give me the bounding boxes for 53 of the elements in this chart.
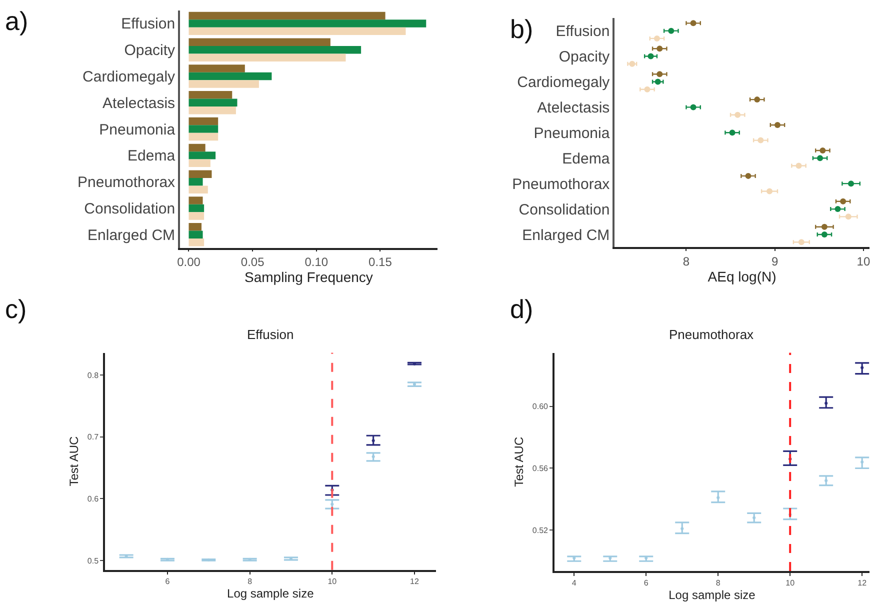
- text: b): [510, 14, 534, 44]
- y-tick-label: Enlarged CM: [88, 226, 176, 244]
- y-tick-label: Effusion: [556, 23, 610, 40]
- y-tick-label: Edema: [128, 148, 176, 165]
- y-tick-label: Cardiomegaly: [517, 74, 610, 91]
- y-tick-label: Enlarged CM: [522, 226, 610, 244]
- x-tick-label: 0.15: [368, 254, 392, 269]
- x-axis-title: Log sample size: [668, 588, 756, 602]
- y-tick-label: 0.52: [532, 526, 549, 535]
- y-tick-label: 0.7: [87, 432, 100, 442]
- y-tick-label: Atelectasis: [102, 94, 176, 112]
- x-tick-label: 9: [771, 254, 778, 268]
- y-tick-label: 0.56: [532, 464, 549, 474]
- x-tick-label: 10: [856, 254, 870, 268]
- chart-title: Pneumothorax: [669, 327, 754, 342]
- x-axis-title: Sampling Frequency: [244, 268, 373, 285]
- x-tick-label: 8: [716, 578, 721, 588]
- x-tick-label: 0.10: [304, 254, 328, 269]
- y-tick-label: Edema: [562, 150, 610, 168]
- x-tick-label: 0.05: [240, 254, 265, 269]
- x-tick-label: 6: [644, 578, 649, 588]
- y-tick-label: 0.8: [87, 370, 100, 380]
- y-tick-label: Opacity: [558, 48, 610, 66]
- y-tick-label: Cardiomegaly: [82, 68, 176, 86]
- y-tick-label: Atelectasis: [537, 99, 610, 116]
- y-tick-label: 0.5: [87, 556, 100, 566]
- y-axis-title: Test AUC: [67, 436, 82, 486]
- y-tick-label: 0.60: [532, 402, 549, 412]
- text: c): [5, 294, 27, 324]
- x-axis-title: AEq log(N): [708, 268, 776, 284]
- x-tick-label: 6: [165, 577, 170, 586]
- y-tick-label: 0.6: [87, 494, 100, 504]
- y-tick-label: Consolidation: [84, 200, 176, 218]
- chart-title: Effusion: [247, 327, 294, 342]
- y-tick-label: Effusion: [121, 16, 176, 33]
- y-tick-label: Pneumothorax: [512, 176, 610, 193]
- x-tick-label: 0.00: [177, 254, 201, 269]
- x-tick-label: 10: [786, 578, 796, 588]
- x-axis-title: Log sample size: [227, 586, 314, 601]
- text: d): [510, 294, 534, 324]
- x-tick-label: 8: [248, 577, 253, 586]
- x-tick-label: 12: [858, 578, 868, 588]
- y-tick-label: Pneumonia: [99, 121, 176, 138]
- y-tick-label: Opacity: [124, 42, 176, 60]
- y-axis-title: Test AUC: [512, 436, 526, 487]
- text: a): [5, 6, 28, 36]
- x-tick-label: 10: [328, 577, 338, 586]
- x-tick-label: 4: [572, 578, 577, 588]
- y-tick-label: Pneumonia: [534, 124, 610, 142]
- x-tick-label: 12: [410, 577, 420, 586]
- y-tick-label: Pneumothorax: [78, 174, 176, 192]
- y-tick-label: Consolidation: [518, 201, 610, 218]
- x-tick-label: 8: [682, 254, 690, 268]
